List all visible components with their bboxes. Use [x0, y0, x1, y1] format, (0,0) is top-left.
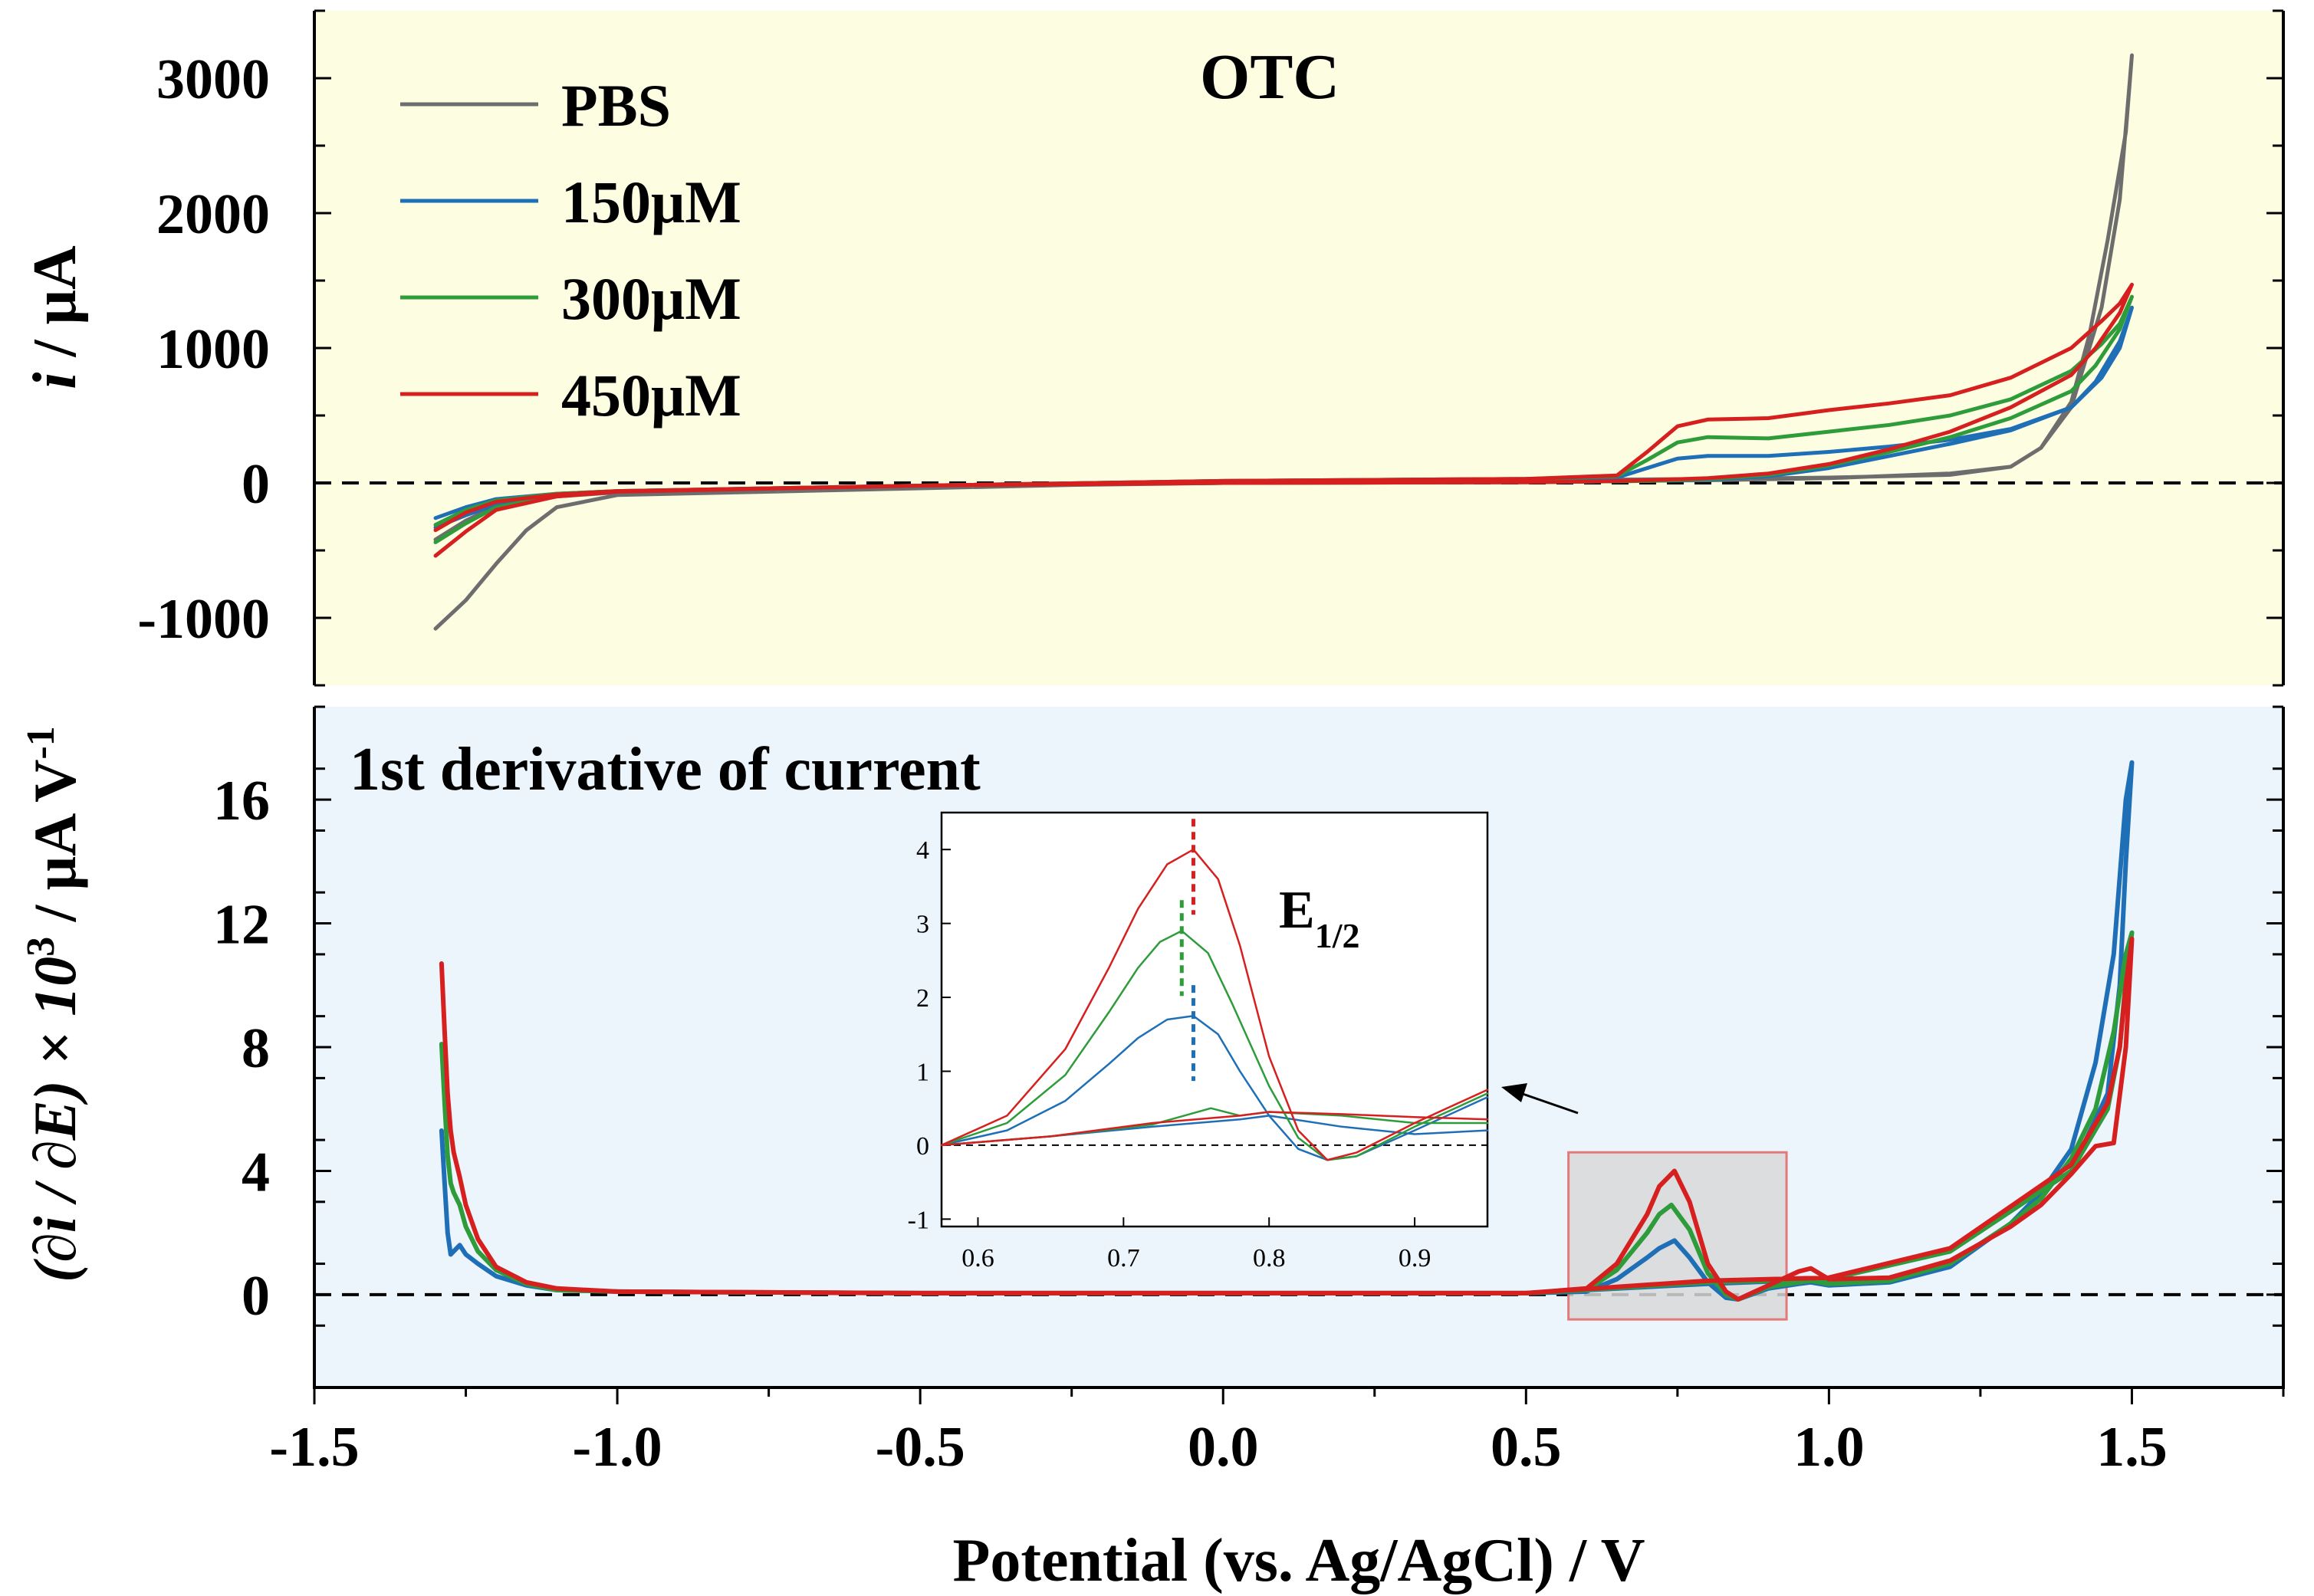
x-axis-ticks: -1.5 -1.0 -0.5 0.0 0.5 1.0 1.5 [269, 1387, 2285, 1479]
top-panel-background [314, 11, 2283, 685]
top-panel-title: OTC [1200, 41, 1339, 113]
top-y-tick-label: 0 [242, 453, 270, 516]
bottom-panel-series [439, 760, 2135, 1302]
inset-x-tick-label: 0.9 [1399, 1244, 1431, 1273]
legend-label-150: 150μM [561, 169, 741, 235]
inset-plot: 0.6 0.7 0.8 0.9 -1 0 1 2 3 4 E1/2 [908, 811, 1489, 1273]
legend-label-pbs: PBS [561, 72, 671, 139]
inset-x-tick-label: 0.8 [1253, 1244, 1286, 1273]
inset-y-tick-label: -1 [908, 1206, 929, 1234]
top-y-tick-label: 3000 [156, 48, 270, 111]
bottom-y-axis-label: (∂i / ∂E) × 103 / μA V-1 [19, 726, 89, 1282]
inset-pointer-arrow [1501, 1083, 1579, 1115]
bottom-y-tick-label: 0 [242, 1265, 270, 1328]
legend: PBS 150μM 300μM 450μM [400, 72, 741, 429]
x-axis-label: Potential (vs. Ag/AgCl) / V [953, 1527, 1645, 1594]
top-y-tick-label: 2000 [156, 183, 270, 246]
x-tick-label: 0.0 [1188, 1416, 1259, 1479]
x-tick-label: -1.5 [269, 1416, 359, 1479]
inset-y-tick-label: 3 [916, 911, 929, 939]
bottom-series-450uM [439, 936, 2135, 1302]
inset-ticks: 0.6 0.7 0.8 0.9 -1 0 1 2 3 4 [908, 836, 1431, 1273]
inset-y-tick-label: 4 [916, 836, 929, 865]
bottom-y-tick-label: 8 [242, 1017, 270, 1080]
top-series-450uM [433, 282, 2134, 558]
inset-series-450uM [940, 848, 1489, 1161]
inset-x-tick-label: 0.6 [961, 1244, 994, 1273]
top-panel-ticks: -1000 0 1000 2000 3000 [137, 9, 2283, 687]
inset-background [940, 811, 1489, 1228]
inset-series [940, 848, 1489, 1161]
inset-y-tick-label: 2 [916, 984, 929, 1013]
top-panel-series [433, 53, 2134, 631]
legend-label-450: 450μM [561, 362, 741, 429]
inset-peak-markers [1179, 819, 1195, 1082]
bottom-series-150uM [439, 760, 2135, 1302]
bottom-y-tick-label: 12 [213, 894, 270, 957]
x-tick-label: -0.5 [876, 1416, 965, 1479]
bottom-y-tick-label: 16 [213, 770, 270, 832]
bottom-y-tick-label: 4 [242, 1141, 270, 1204]
inset-y-tick-label: 0 [916, 1132, 929, 1161]
x-tick-label: 1.5 [2096, 1416, 2168, 1479]
inset-series-450uM [940, 1111, 1489, 1147]
x-tick-label: 1.0 [1793, 1416, 1865, 1479]
top-y-axis-label: i / μA [21, 245, 89, 389]
inset-e-half-label: E1/2 [1279, 881, 1359, 955]
bottom-panel-title: 1st derivative of current [350, 736, 981, 803]
legend-label-300: 300μM [561, 265, 741, 332]
x-tick-label: -1.0 [572, 1416, 662, 1479]
x-tick-label: 0.5 [1491, 1416, 1562, 1479]
top-y-tick-label: -1000 [137, 588, 270, 651]
inset-x-tick-label: 0.7 [1107, 1244, 1140, 1273]
top-y-tick-label: 1000 [156, 318, 270, 381]
inset-y-tick-label: 1 [916, 1059, 929, 1087]
inset-series-300uM [940, 930, 1489, 1161]
